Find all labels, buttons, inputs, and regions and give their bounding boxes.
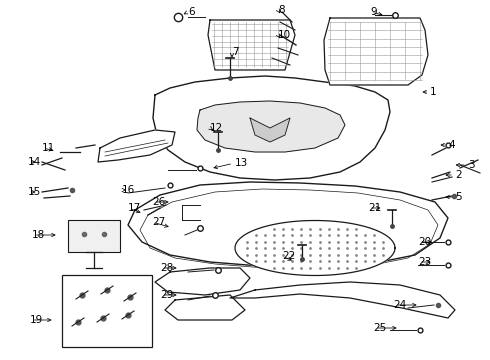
Polygon shape	[250, 118, 290, 142]
Text: 3: 3	[468, 160, 475, 170]
Text: 16: 16	[122, 185, 135, 195]
Text: 12: 12	[210, 123, 223, 133]
Text: 20: 20	[418, 237, 431, 247]
Polygon shape	[165, 295, 245, 320]
Text: 21: 21	[368, 203, 381, 213]
Text: 11: 11	[42, 143, 55, 153]
Text: 2: 2	[455, 170, 462, 180]
Text: 5: 5	[455, 192, 462, 202]
Text: 29: 29	[160, 290, 173, 300]
Text: 17: 17	[128, 203, 141, 213]
Polygon shape	[208, 20, 295, 70]
Text: 10: 10	[278, 30, 291, 40]
Text: 4: 4	[448, 140, 455, 150]
Text: 7: 7	[232, 47, 239, 57]
Text: 22: 22	[282, 251, 295, 261]
Text: 24: 24	[393, 300, 406, 310]
Bar	[62, 275, 152, 347]
Text: 19: 19	[30, 315, 43, 325]
Text: 25: 25	[373, 323, 386, 333]
Text: 13: 13	[235, 158, 248, 168]
Text: 1: 1	[430, 87, 437, 97]
Text: 6: 6	[188, 7, 195, 17]
Text: 28: 28	[160, 263, 173, 273]
Polygon shape	[153, 76, 390, 180]
Bar	[68, 220, 120, 252]
Text: 18: 18	[32, 230, 45, 240]
Polygon shape	[235, 221, 395, 275]
Text: 23: 23	[418, 257, 431, 267]
Text: 26: 26	[152, 197, 165, 207]
Text: 14: 14	[28, 157, 41, 167]
Polygon shape	[197, 101, 345, 152]
Text: 8: 8	[278, 5, 285, 15]
Text: 27: 27	[152, 217, 165, 227]
Polygon shape	[98, 130, 175, 162]
Polygon shape	[128, 182, 448, 268]
Text: 9: 9	[370, 7, 377, 17]
Polygon shape	[155, 268, 250, 295]
Text: 15: 15	[28, 187, 41, 197]
Polygon shape	[324, 18, 428, 85]
Polygon shape	[230, 282, 455, 318]
